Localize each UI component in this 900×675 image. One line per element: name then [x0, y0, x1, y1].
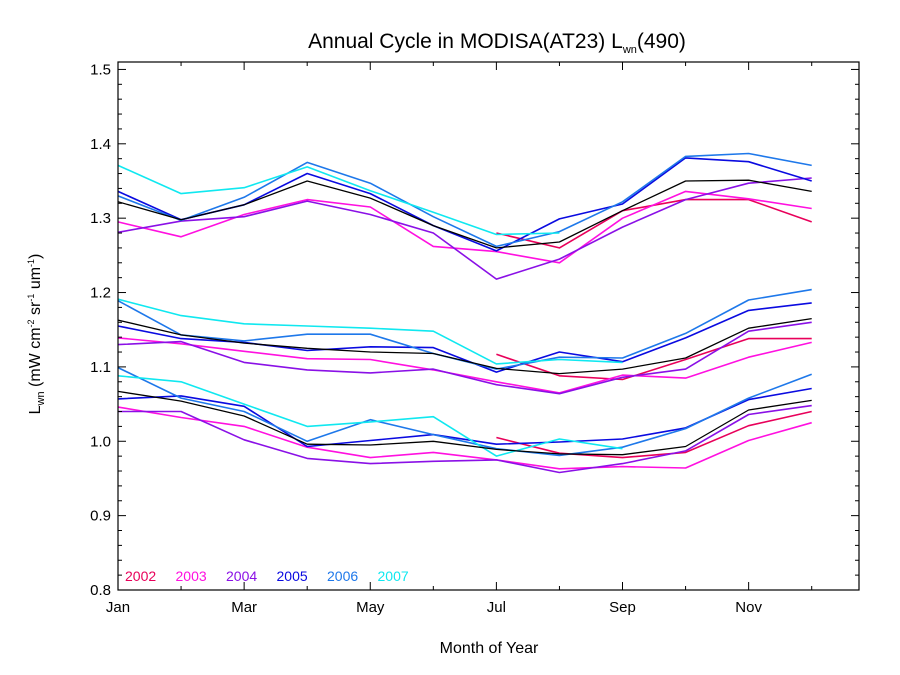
plot-area: [117, 152, 812, 474]
y-tick-label: 1.1: [90, 359, 111, 376]
series-line-2002-upper: [496, 198, 812, 249]
series-line-2007-upper: [117, 164, 560, 236]
x-tick-label: Sep: [609, 599, 636, 616]
plot-frame: [117, 61, 860, 591]
legend-entry-2002: 2002: [125, 568, 156, 584]
series-line-mean-upper: [117, 179, 812, 249]
x-tick-label: Mar: [231, 599, 257, 616]
x-tick-label: Jul: [487, 599, 506, 616]
x-tick-label: Nov: [735, 599, 762, 616]
series-line-2002-lower: [496, 410, 812, 459]
series-line-2003-middle: [117, 337, 812, 394]
series-line-2007-middle: [117, 298, 623, 365]
series-line-2006-upper: [117, 152, 812, 248]
series-line-2004-upper: [117, 177, 812, 280]
y-tick-label: 1.3: [90, 210, 111, 227]
y-tick-label: 0.8: [90, 582, 111, 599]
legend-entry-2003: 2003: [176, 568, 207, 584]
y-tick-label: 1.2: [90, 285, 111, 302]
series-line-2003-upper: [117, 190, 812, 264]
series-line-2004-lower: [118, 404, 812, 474]
chart-title: Annual Cycle in MODISA(AT23) Lwn(490): [308, 30, 686, 56]
series-line-mean-middle: [117, 317, 812, 375]
y-tick-label: 0.9: [90, 508, 111, 525]
y-tick-label: 1.0: [90, 433, 111, 450]
axes: 0.8 0.9 1.0 1.1 1.2 1.3 1.4 1.5 Jan Mar May Jul Sep N…: [90, 61, 860, 616]
y-tick-label: 1.4: [90, 136, 111, 153]
series-line-2004-middle: [117, 321, 812, 395]
series-line-2007-lower: [117, 375, 623, 457]
series-line-2003-lower: [117, 406, 812, 470]
x-tick-label: Jan: [106, 599, 130, 616]
x-tick-label: May: [356, 599, 385, 616]
x-axis-label: Month of Year: [440, 640, 539, 657]
series-line-2006-middle: [117, 288, 812, 370]
y-tick-label: 1.5: [90, 61, 111, 78]
legend-entry-2007: 2007: [378, 568, 409, 584]
legend-entry-2005: 2005: [277, 568, 308, 584]
series-line-2006-lower: [117, 366, 812, 457]
legend-entry-2004: 2004: [226, 568, 257, 584]
y-axis-label: Lwn (mW cm-2 sr-1 um-1): [26, 254, 47, 415]
legend: 2002 2003 2004 2005 2006 2007: [125, 568, 409, 584]
series-line-mean-lower: [117, 390, 812, 456]
legend-entry-2006: 2006: [327, 568, 358, 584]
